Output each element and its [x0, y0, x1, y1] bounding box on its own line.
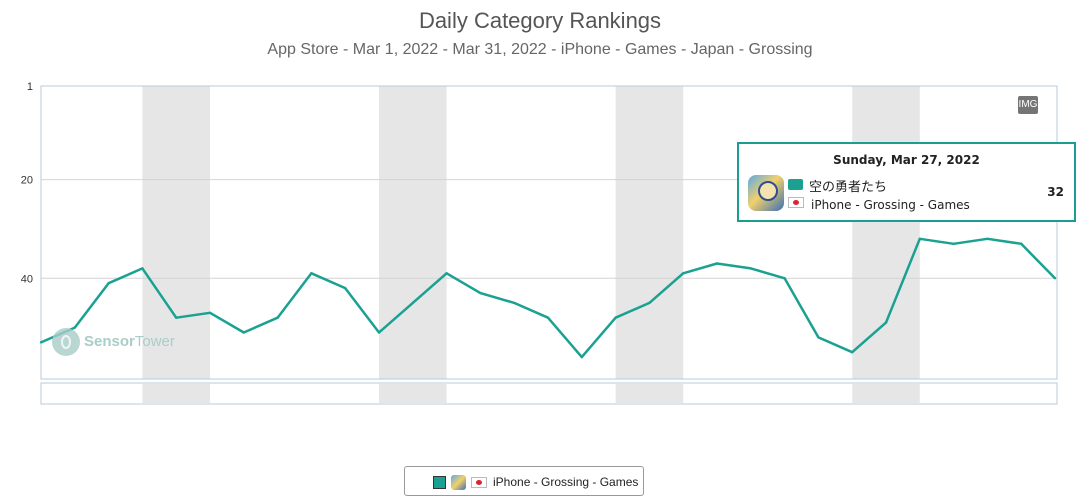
data-point-19: [682, 272, 685, 275]
legend-app-icon: [451, 475, 466, 490]
y-axis-ticks: 1 20 40: [21, 81, 33, 285]
chart-subtitle: App Store - Mar 1, 2022 - Mar 31, 2022 -…: [267, 41, 813, 58]
weekend-band-1: [379, 86, 447, 379]
data-point-23: [817, 336, 820, 339]
image-export-button[interactable]: IMG: [1018, 96, 1038, 114]
app-icon: [748, 175, 784, 211]
data-point-29: [1020, 242, 1023, 245]
tooltip-series-label: iPhone - Grossing - Games: [811, 198, 970, 212]
navigator-strip[interactable]: [40, 382, 1058, 405]
data-point-12: [445, 272, 448, 275]
data-point-22: [783, 277, 786, 280]
sensortower-logo-icon: [52, 328, 80, 356]
data-point-3: [141, 267, 144, 270]
tooltip-value: 32: [1047, 185, 1064, 199]
data-point-18: [648, 301, 651, 305]
data-point-20: [715, 262, 719, 265]
tooltip-date: Sunday, Mar 27, 2022: [833, 153, 980, 167]
weekend-bands: [142, 86, 920, 403]
data-point-15: [546, 316, 550, 319]
data-point-21: [749, 267, 752, 270]
y-tick-label: 40: [21, 273, 33, 285]
data-point-10: [377, 331, 381, 334]
navigator-band-0: [142, 384, 210, 403]
y-tick-label: 1: [27, 81, 33, 93]
data-point-6: [242, 331, 245, 334]
data-point-5: [208, 311, 212, 314]
y-tick-label: 20: [21, 175, 33, 187]
watermark-text: SensorTower: [84, 333, 175, 350]
plot-area: [40, 85, 1058, 380]
data-point-17: [614, 316, 617, 319]
data-point-7: [276, 316, 279, 319]
japan-flag-icon: [788, 197, 804, 208]
weekend-band-0: [142, 86, 210, 379]
data-point-28: [986, 237, 989, 241]
data-point-9: [344, 286, 347, 290]
data-point-0: [39, 341, 43, 344]
navigator-band-2: [615, 384, 684, 403]
data-point-27: [952, 242, 955, 245]
data-point-24: [851, 351, 854, 354]
legend-japan-flag-icon: [471, 477, 487, 488]
data-point-16: [580, 355, 583, 359]
tooltip: Sunday, Mar 27, 2022 空の勇者たち iPhone - Gro…: [737, 142, 1076, 222]
data-point-13: [479, 291, 482, 295]
weekend-band-3: [852, 86, 920, 379]
series-points: [39, 237, 1057, 359]
data-point-25: [884, 321, 888, 324]
data-point-4: [175, 316, 178, 319]
data-point-30: [1053, 277, 1057, 280]
data-point-11: [411, 301, 414, 305]
tooltip-app-name: 空の勇者たち: [809, 180, 888, 195]
weekend-band-2: [615, 86, 684, 379]
data-point-14: [513, 301, 516, 305]
legend-label: iPhone - Grossing - Games: [493, 475, 639, 489]
chart-title: Daily Category Rankings: [418, 8, 662, 33]
data-point-8: [310, 272, 313, 275]
data-point-2: [107, 282, 110, 285]
data-point-26: [918, 237, 921, 241]
data-point-1: [73, 326, 77, 329]
legend-color-swatch: [433, 476, 446, 489]
series-color-swatch: [788, 179, 803, 190]
navigator-band-3: [852, 384, 920, 403]
legend[interactable]: iPhone - Grossing - Games: [404, 466, 644, 496]
navigator-band-1: [379, 384, 447, 403]
